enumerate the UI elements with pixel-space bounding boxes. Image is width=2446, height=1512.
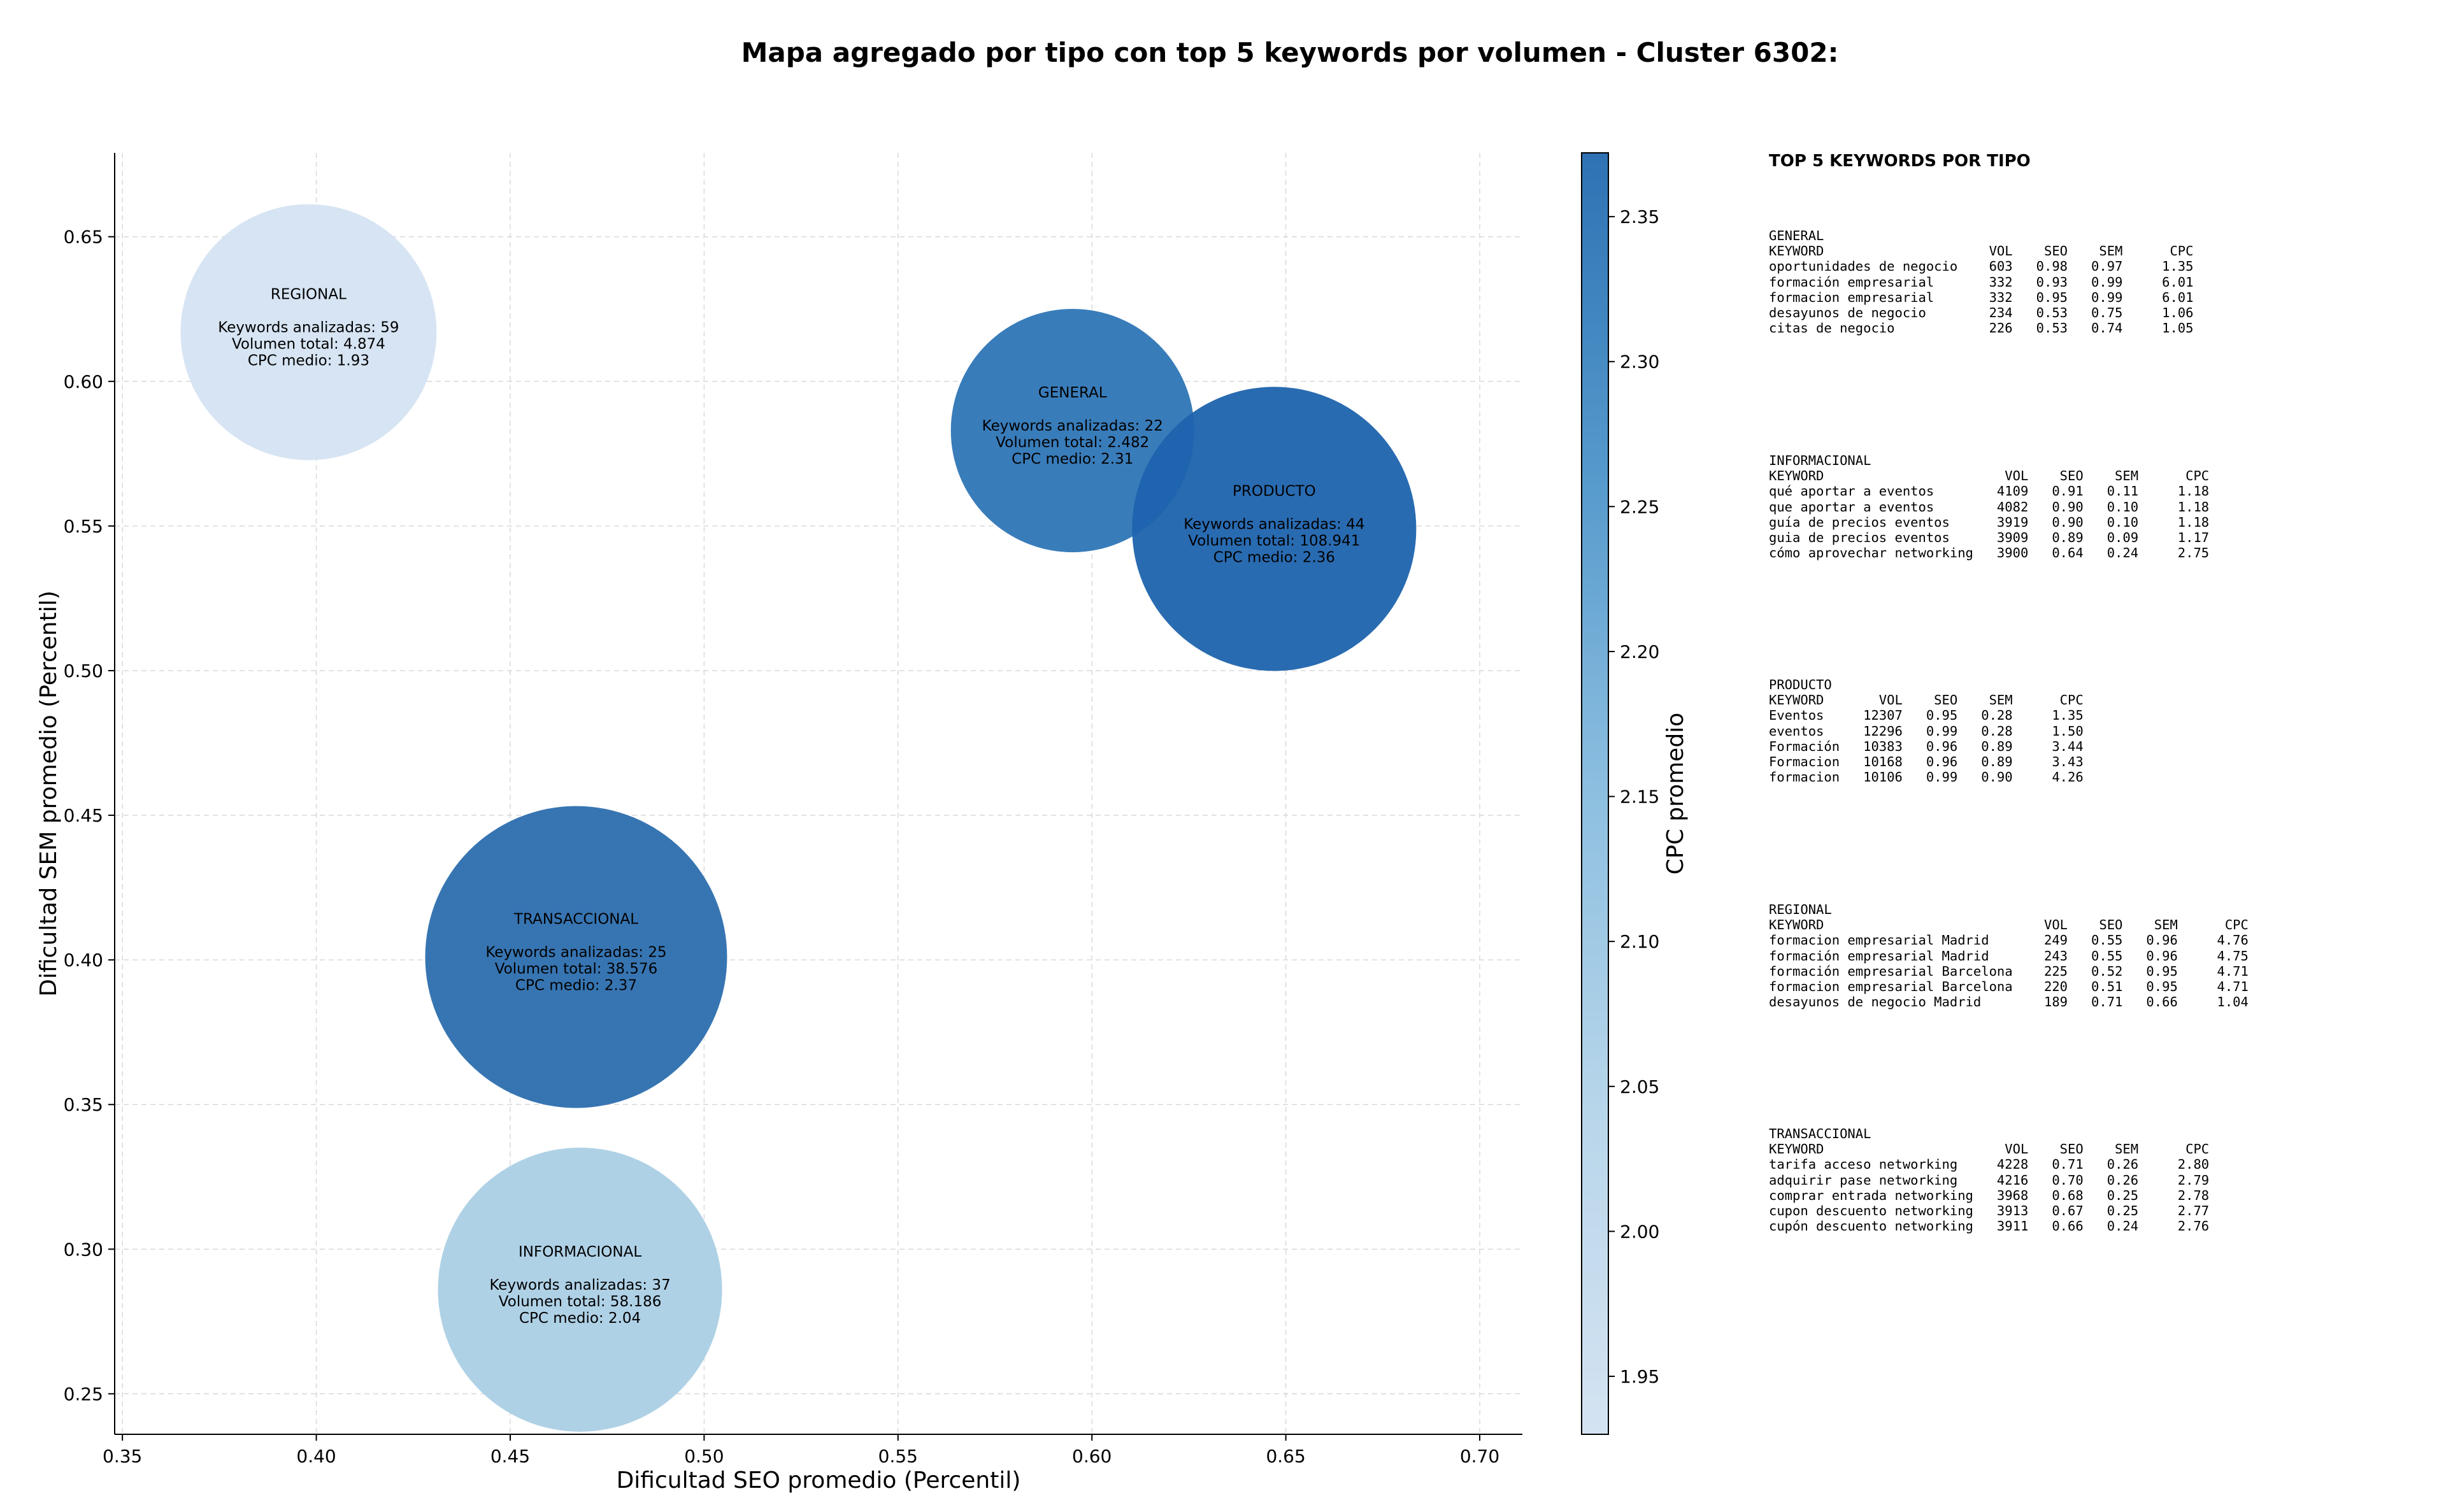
table-informacional: INFORMACIONAL KEYWORD VOL SEO SEM CPC qu… <box>1769 453 2210 561</box>
colorbar-tick-label: 2.25 <box>1620 496 1659 517</box>
bubble-stat-label: Volumen total: 58.186 <box>499 1294 662 1310</box>
x-axis-title: Dificultad SEO promedio (Percentil) <box>617 1467 1021 1494</box>
colorbar-title: CPC promedio <box>1663 713 1689 874</box>
bubble-category-label: PRODUCTO <box>1233 483 1316 499</box>
block-transaccional: TRANSACCIONAL KEYWORD VOL SEO SEM CPC ta… <box>1769 1126 2209 1234</box>
x-tick-label: 0.40 <box>296 1446 336 1467</box>
bubble-stat-label: CPC medio: 1.93 <box>248 353 369 369</box>
colorbar: 1.95 2.00 2.05 2.10 2.15 2.20 2.25 2.30 2.35 CPC … <box>1581 152 1689 1435</box>
bubble-informacional <box>438 1147 722 1432</box>
bubble-category-label: TRANSACCIONAL <box>513 911 638 928</box>
x-tick-label: 0.65 <box>1266 1446 1305 1467</box>
bubble-stat-label: Volumen total: 2.482 <box>996 434 1149 451</box>
colorbar-gradient <box>1581 152 1609 1435</box>
y-tick-label: 0.65 <box>64 227 103 248</box>
y-axis-title: Dificultad SEM promedio (Percentil) <box>36 590 62 997</box>
y-tick-label: 0.60 <box>64 371 103 392</box>
colorbar-tick-label: 2.00 <box>1620 1221 1659 1242</box>
axes: 0.35 0.40 0.45 0.50 0.55 0.60 0.65 0.70 0.25 0.30… <box>36 153 1522 1494</box>
block-general: GENERAL KEYWORD VOL SEO SEM CPC oportuni… <box>1769 228 2193 336</box>
colorbar-tick-label: 2.15 <box>1620 787 1659 808</box>
block-producto: PRODUCTO KEYWORD VOL SEO SEM CPC Eventos… <box>1769 677 2084 785</box>
colorbar-tick-label: 2.20 <box>1620 641 1659 662</box>
table-producto: PRODUCTO KEYWORD VOL SEO SEM CPC Eventos… <box>1769 677 2084 785</box>
bubble-stat-label: CPC medio: 2.37 <box>515 978 637 994</box>
y-tick-label: 0.50 <box>64 660 103 681</box>
bubble-stat-label: Keywords analizadas: 44 <box>1184 516 1364 532</box>
x-tick-label: 0.50 <box>684 1446 724 1467</box>
bubble-category-label: GENERAL <box>1038 385 1107 401</box>
top-keywords-panel: TOP 5 KEYWORDS POR TIPO GENERAL KEYWORD … <box>1769 0 2431 1512</box>
y-tick-label: 0.45 <box>64 805 103 826</box>
panel-heading: TOP 5 KEYWORDS POR TIPO <box>1769 152 2031 171</box>
y-tick-label: 0.25 <box>64 1383 103 1404</box>
bubble-producto <box>1132 387 1417 671</box>
bubble-stat-label: Volumen total: 108.941 <box>1188 532 1360 549</box>
y-tick-label: 0.40 <box>64 950 103 971</box>
bubble-stat-label: CPC medio: 2.31 <box>1012 451 1133 467</box>
bubble-regional <box>180 204 437 460</box>
colorbar-tick-label: 2.10 <box>1620 931 1659 952</box>
x-tick-label: 0.45 <box>490 1446 530 1467</box>
bubble-stat-label: CPC medio: 2.36 <box>1213 549 1335 566</box>
chart-title: Mapa agregado por tipo con top 5 keyword… <box>741 37 1839 68</box>
block-regional: REGIONAL KEYWORD VOL SEO SEM CPC formaci… <box>1769 902 2249 1009</box>
bubbles <box>180 204 1417 1432</box>
bubble-stat-label: Keywords analizadas: 37 <box>489 1277 670 1294</box>
bubble-general <box>950 308 1194 553</box>
colorbar-tick-label: 2.35 <box>1620 206 1659 227</box>
x-tick-label: 0.55 <box>878 1446 918 1467</box>
bubble-stat-label: CPC medio: 2.04 <box>519 1310 641 1327</box>
colorbar-tick-label: 2.05 <box>1620 1076 1659 1097</box>
bubble-category-label: INFORMACIONAL <box>519 1244 641 1260</box>
bubble-stat-label: Volumen total: 4.874 <box>232 336 385 353</box>
x-tick-label: 0.35 <box>103 1446 142 1467</box>
x-tick-label: 0.70 <box>1460 1446 1499 1467</box>
bubble-transaccional <box>425 806 727 1108</box>
table-transaccional: TRANSACCIONAL KEYWORD VOL SEO SEM CPC ta… <box>1769 1126 2210 1234</box>
bubble-stat-label: Keywords analizadas: 25 <box>485 945 666 961</box>
bubble-stat-label: Keywords analizadas: 59 <box>218 320 399 336</box>
colorbar-tick-label: 1.95 <box>1620 1366 1659 1387</box>
y-tick-label: 0.35 <box>64 1094 103 1115</box>
block-informacional: INFORMACIONAL KEYWORD VOL SEO SEM CPC qu… <box>1769 453 2209 560</box>
y-tick-label: 0.55 <box>64 516 103 537</box>
bubble-stat-label: Keywords analizadas: 22 <box>982 418 1163 434</box>
table-regional: REGIONAL KEYWORD VOL SEO SEM CPC formaci… <box>1769 902 2249 1010</box>
bubble-category-label: REGIONAL <box>271 287 347 303</box>
x-tick-label: 0.60 <box>1072 1446 1112 1467</box>
table-general: GENERAL KEYWORD VOL SEO SEM CPC oportuni… <box>1769 228 2194 336</box>
colorbar-tick-label: 2.30 <box>1620 352 1659 373</box>
y-tick-label: 0.30 <box>64 1239 103 1260</box>
bubble-stat-label: Volumen total: 38.576 <box>495 961 658 978</box>
